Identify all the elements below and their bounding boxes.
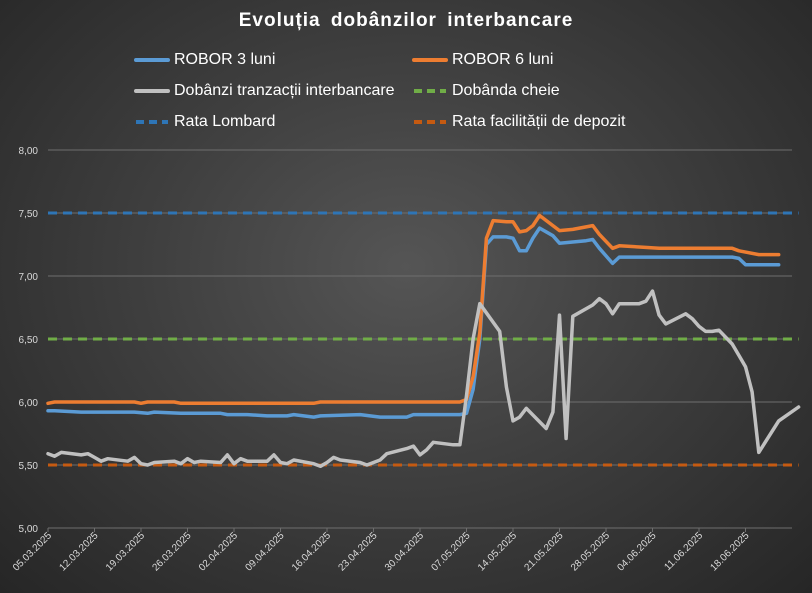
x-tick-label-15: 18.06.2025 [708, 530, 751, 573]
y-tick-label-6: 8,00 [19, 146, 39, 157]
y-tick-label-5: 7,50 [19, 209, 39, 220]
x-tick-label-11: 21.05.2025 [522, 530, 565, 573]
chart-title: Evoluția dobânzilor interbancare [238, 10, 574, 31]
x-tick-label-9: 07.05.2025 [429, 530, 472, 573]
x-tick-label-4: 02.04.2025 [197, 530, 240, 573]
y-tick-label-2: 6,00 [19, 398, 39, 409]
gridlines [47, 149, 792, 532]
series-lines [46, 211, 801, 469]
x-tick-label-12: 28.05.2025 [569, 530, 612, 573]
legend-label-robor-3m: ROBOR 3 luni [174, 51, 276, 68]
legend-item-robor-3m: ROBOR 3 luni [134, 49, 275, 71]
legend-swatch-interbank [134, 89, 170, 93]
legend-item-lombard: Rata Lombard [134, 111, 275, 133]
x-axis-tick-labels: 05.03.2025 12.03.2025 19.03.2025 26.03.2025… [11, 530, 752, 573]
legend-item-robor-6m: ROBOR 6 luni [412, 49, 553, 71]
x-tick-label-8: 30.04.2025 [383, 530, 426, 573]
x-tick-label-0: 05.03.2025 [11, 530, 54, 573]
legend-item-interbank: Dobânzi tranzacții interbancare [134, 80, 395, 102]
x-tick-label-10: 14.05.2025 [476, 530, 519, 573]
legend-label-robor-6m: ROBOR 6 luni [452, 51, 554, 68]
x-tick-label-2: 19.03.2025 [104, 530, 147, 573]
x-tick-label-1: 12.03.2025 [57, 530, 100, 573]
legend-swatch-key-rate [414, 89, 446, 93]
legend-swatch-robor-3m [134, 58, 170, 62]
legend-swatch-robor-6m [412, 58, 448, 62]
legend-swatch-deposit-facility [414, 120, 446, 124]
legend-item-key-rate: Dobânda cheie [412, 80, 560, 102]
x-tick-label-6: 16.04.2025 [290, 530, 333, 573]
legend-swatch-lombard [136, 120, 168, 124]
y-tick-label-4: 7,00 [19, 272, 39, 283]
legend-label-deposit-facility: Rata facilității de depozit [452, 113, 626, 130]
series-line-1 [46, 213, 781, 406]
x-tick-label-14: 11.06.2025 [662, 530, 705, 573]
legend-item-deposit-facility: Rata facilității de depozit [412, 111, 625, 133]
series-line-0 [46, 226, 781, 419]
y-axis-tick-labels: 5,00 5,50 6,00 6,50 7,00 7,50 8,00 [19, 146, 39, 535]
legend-label-lombard: Rata Lombard [174, 113, 276, 130]
y-tick-label-3: 6,50 [19, 335, 39, 346]
y-tick-label-1: 5,50 [19, 461, 39, 472]
x-tick-label-13: 04.06.2025 [615, 530, 658, 573]
series-line-2 [46, 289, 801, 469]
x-tick-label-7: 23.04.2025 [336, 530, 379, 573]
legend-label-key-rate: Dobânda cheie [452, 82, 560, 99]
x-tick-label-3: 26.03.2025 [150, 530, 193, 573]
x-tick-label-5: 09.04.2025 [243, 530, 286, 573]
y-tick-label-0: 5,00 [19, 524, 39, 535]
legend-label-interbank: Dobânzi tranzacții interbancare [174, 82, 395, 99]
